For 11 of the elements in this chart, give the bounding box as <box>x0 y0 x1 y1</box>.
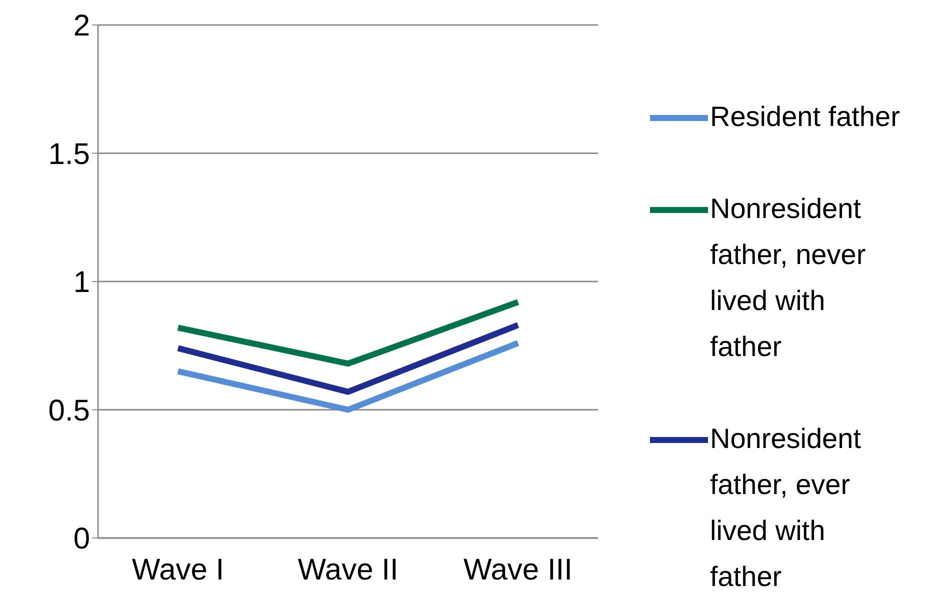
x-tick-label: Wave III <box>464 553 572 586</box>
y-tick-label: 1 <box>73 266 90 300</box>
x-tick-label: Wave I <box>132 553 224 586</box>
x-tick-label: Wave II <box>298 553 398 586</box>
y-tick-label: 1.5 <box>48 138 90 171</box>
legend-label: Nonresident father, never lived with father <box>710 192 867 364</box>
y-tick-label: 0.5 <box>48 394 90 428</box>
y-tick-label: 0 <box>73 522 90 556</box>
legend-label: Nonresident father, ever lived with father <box>710 422 862 594</box>
legend-label: Resident father <box>710 100 900 134</box>
y-tick-label: 2 <box>73 10 90 43</box>
